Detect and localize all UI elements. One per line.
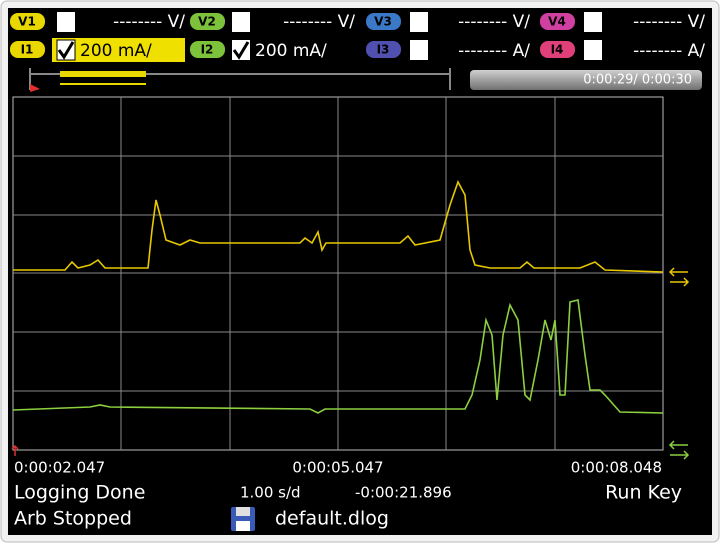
badge: [366, 13, 401, 30]
checkbox[interactable]: [232, 12, 250, 32]
badge: [540, 13, 575, 30]
channel-label: V1: [18, 15, 36, 29]
start-marker: [30, 84, 40, 92]
channel-label: I2: [201, 43, 214, 57]
checkbox[interactable]: [584, 40, 602, 60]
channel-label: V3: [374, 15, 392, 29]
trace-marker: [668, 440, 690, 460]
badge: [10, 13, 45, 30]
checkbox[interactable]: [57, 12, 75, 32]
channel-label: I4: [551, 43, 564, 57]
logging-status: Logging Done: [14, 482, 145, 504]
grid: [13, 97, 663, 450]
floppy-icon: [231, 507, 255, 531]
badge: [10, 41, 45, 58]
channel-header: V1 -------- V/ V2 -------- V/ V3 -------…: [10, 12, 705, 62]
channel-label: I3: [377, 43, 390, 57]
current-trace: [12, 299, 664, 414]
trigger-source: Run Key: [605, 482, 682, 504]
channel-scale: -------- V/: [458, 12, 530, 32]
log-file: default.dlog: [275, 508, 389, 530]
time-label: 0:00:08.048: [571, 459, 662, 477]
graph: [11, 96, 690, 460]
check-mark: [232, 41, 250, 60]
badge: [190, 13, 225, 30]
channel-scale: -------- A/: [633, 41, 705, 61]
scroll-window[interactable]: [60, 71, 146, 77]
arb-status: Arb Stopped: [14, 508, 132, 530]
check-mark: [57, 41, 75, 60]
channel-label: V4: [548, 15, 566, 29]
trace-marker: [668, 267, 690, 287]
time-label: 0:00:05.047: [292, 459, 383, 477]
time-per-div: 1.00 s/d: [240, 484, 301, 502]
trigger-marker: [11, 444, 19, 456]
time-label: 0:00:02.047: [14, 459, 105, 477]
channel-scale: -------- A/: [458, 41, 530, 61]
channel-scale: -------- V/: [283, 12, 355, 32]
channel-label: V2: [198, 15, 216, 29]
channel-scale: 200 mA/: [255, 41, 327, 61]
time-offset: -0:00:21.896: [355, 484, 452, 502]
badge: [190, 41, 225, 58]
checkbox[interactable]: [584, 12, 602, 32]
channel-scale: -------- V/: [633, 12, 705, 32]
checkbox[interactable]: [410, 40, 428, 60]
channel-scale: -------- V/: [113, 12, 185, 32]
channel-scale: 200 mA/: [80, 41, 152, 61]
badge: [540, 41, 575, 58]
time-window: 0:00:29/ 0:00:30: [583, 73, 692, 88]
badge: [366, 41, 401, 58]
checkbox[interactable]: [410, 12, 428, 32]
voltage-trace: [13, 180, 664, 273]
channel-label: I1: [21, 43, 34, 57]
time-window-box: [470, 70, 702, 90]
